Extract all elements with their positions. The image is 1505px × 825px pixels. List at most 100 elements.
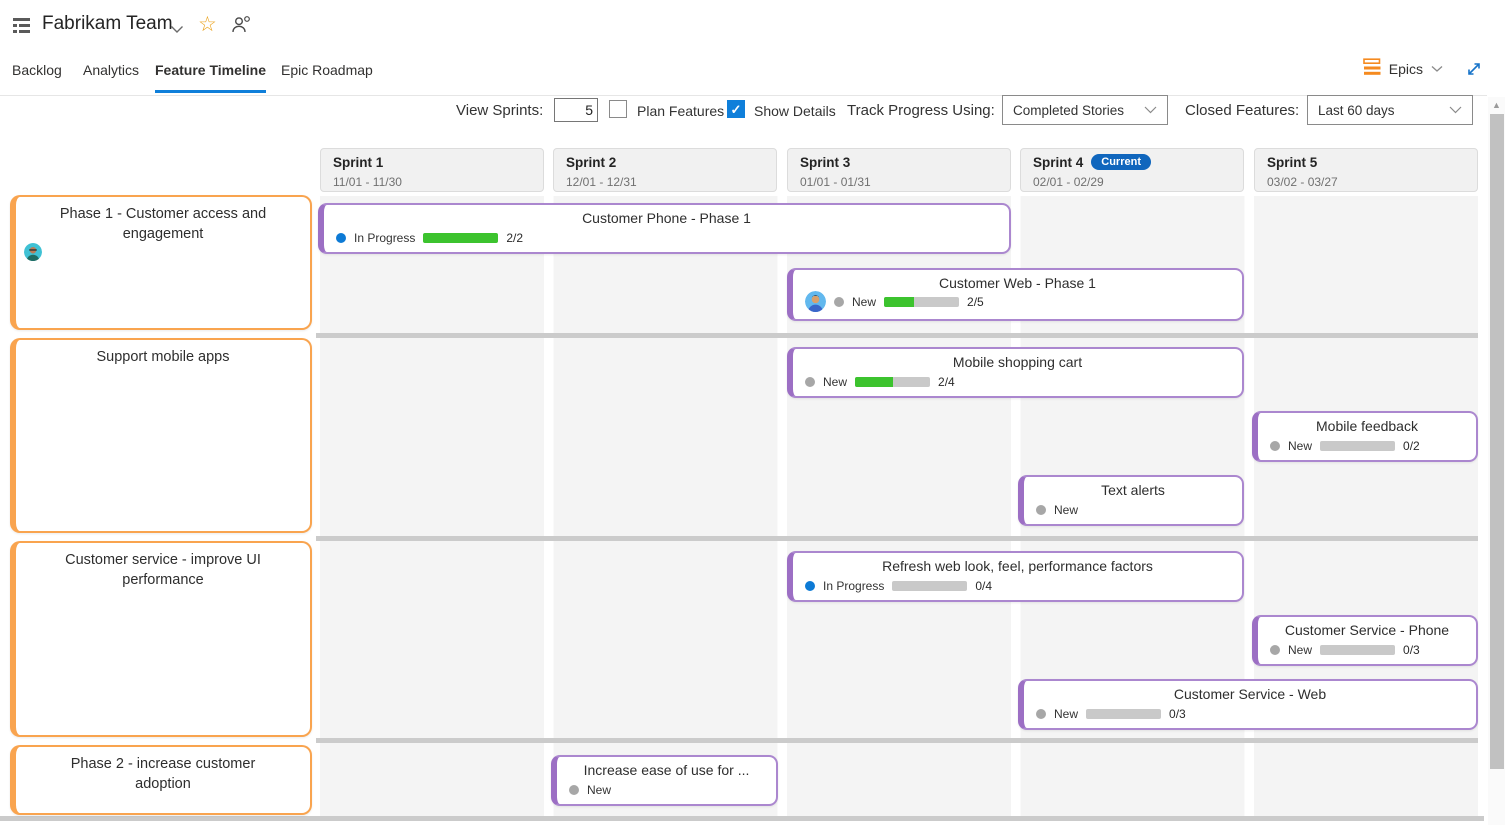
feature-card-text-alerts[interactable]: Text alerts New xyxy=(1018,475,1244,526)
progress-text: 2/4 xyxy=(938,375,955,389)
progress-bar xyxy=(892,581,968,591)
plan-features-label: Plan Features xyxy=(637,103,725,119)
status-dot xyxy=(1270,645,1280,655)
closed-features-label: Closed Features: xyxy=(1185,102,1300,119)
expand-icon[interactable] xyxy=(1465,60,1483,78)
sprint-name: Sprint 4 xyxy=(1033,155,1084,170)
team-name[interactable]: Fabrikam Team xyxy=(42,13,173,34)
progress-bar xyxy=(1320,645,1396,655)
status-label: In Progress xyxy=(354,231,416,245)
epic-title: Customer service - improve UI performanc… xyxy=(65,552,261,589)
epic-card-support-mobile-apps[interactable]: Support mobile apps xyxy=(10,338,312,533)
tab-feature-timeline[interactable]: Feature Timeline xyxy=(155,62,267,93)
progress-text: 0/3 xyxy=(1403,643,1420,657)
progress-bar xyxy=(884,296,960,307)
sprint-header-1: Sprint 1 11/01 - 11/30 xyxy=(320,148,544,192)
show-details-label: Show Details xyxy=(754,103,836,119)
backlog-level-label: Epics xyxy=(1388,61,1423,77)
epic-title: Phase 1 - Customer access and engagement xyxy=(59,206,267,243)
status-label: New xyxy=(1054,707,1079,721)
tab-analytics[interactable]: Analytics xyxy=(83,62,140,78)
status-label: New xyxy=(852,294,877,309)
favorite-star-icon[interactable]: ☆ xyxy=(198,13,217,36)
closed-features-dropdown[interactable]: Last 60 days xyxy=(1307,95,1473,125)
row-separator xyxy=(316,333,1478,338)
sprint-dates: 02/01 - 02/29 xyxy=(1033,175,1104,189)
track-progress-value: Completed Stories xyxy=(1013,102,1125,118)
feature-title: Customer Web - Phase 1 xyxy=(939,275,1096,291)
progress-text: 0/2 xyxy=(1403,439,1420,453)
sprint-header-4: Sprint 4 Current 02/01 - 02/29 xyxy=(1020,148,1244,192)
grid-row-4 xyxy=(320,743,1478,816)
backlog-icon xyxy=(12,16,34,41)
status-dot xyxy=(1270,441,1280,451)
scrollbar-up-arrow-icon[interactable] xyxy=(1488,97,1505,113)
row-separator xyxy=(316,738,1478,743)
progress-fill xyxy=(423,233,499,243)
feature-title: Customer Phone - Phase 1 xyxy=(582,210,751,226)
status-dot xyxy=(805,377,815,387)
status-label: New xyxy=(587,783,612,797)
scrollbar-thumb[interactable] xyxy=(1489,114,1504,769)
status-label: New xyxy=(823,375,848,389)
progress-bar xyxy=(855,377,931,387)
feature-card-mobile-shopping-cart[interactable]: Mobile shopping cart New 2/4 xyxy=(787,347,1244,398)
feature-title: Customer Service - Phone xyxy=(1284,622,1450,638)
sprint-name: Sprint 5 xyxy=(1267,155,1318,170)
status-label: New xyxy=(1288,439,1313,453)
progress-text: 0/4 xyxy=(975,579,993,593)
feature-title: Refresh web look, feel, performance fact… xyxy=(882,558,1153,574)
sprint-dates: 12/01 - 12/31 xyxy=(566,175,637,189)
feature-card-increase-ease-of-use[interactable]: Increase ease of use for ... New xyxy=(551,755,778,806)
progress-fill xyxy=(855,377,893,387)
vertical-scrollbar[interactable] xyxy=(1488,97,1505,825)
sprint-name: Sprint 3 xyxy=(800,155,851,170)
chevron-down-icon[interactable] xyxy=(170,21,184,39)
epic-card-customer-service[interactable]: Customer service - improve UI performanc… xyxy=(10,541,312,737)
status-dot xyxy=(569,785,579,795)
sprint-header-3: Sprint 3 01/01 - 01/31 xyxy=(787,148,1011,192)
show-details-checkbox[interactable] xyxy=(727,100,745,118)
chevron-down-icon xyxy=(1144,101,1157,119)
feature-card-refresh-web-look[interactable]: Refresh web look, feel, performance fact… xyxy=(787,551,1244,602)
epics-icon xyxy=(1362,58,1381,80)
tab-epic-roadmap[interactable]: Epic Roadmap xyxy=(281,62,373,78)
sprint-dates: 11/01 - 11/30 xyxy=(333,175,402,189)
track-progress-dropdown[interactable]: Completed Stories xyxy=(1002,95,1168,125)
track-progress-label: Track Progress Using: xyxy=(847,102,995,119)
feature-card-mobile-feedback[interactable]: Mobile feedback New 0/2 xyxy=(1252,411,1478,462)
tab-backlog[interactable]: Backlog xyxy=(12,62,62,78)
sprint-name: Sprint 1 xyxy=(333,155,384,170)
view-sprints-input[interactable] xyxy=(554,98,598,122)
team-members-icon[interactable] xyxy=(231,15,252,39)
status-label: New xyxy=(1054,503,1079,517)
status-dot xyxy=(1036,505,1046,515)
avatar xyxy=(24,243,42,261)
plan-features-checkbox[interactable] xyxy=(609,100,627,118)
feature-title: Mobile shopping cart xyxy=(952,354,1083,370)
current-sprint-badge: Current xyxy=(1091,154,1151,170)
progress-text: 0/3 xyxy=(1169,707,1186,721)
view-sprints-label: View Sprints: xyxy=(456,102,544,119)
feature-card-customer-service-web[interactable]: Customer Service - Web New 0/3 xyxy=(1018,679,1478,730)
chevron-down-icon xyxy=(1431,60,1443,78)
feature-title: Mobile feedback xyxy=(1316,418,1418,434)
epic-card-phase-1[interactable]: Phase 1 - Customer access and engagement xyxy=(10,195,312,330)
status-dot xyxy=(1036,709,1046,719)
sprint-name: Sprint 2 xyxy=(566,155,617,170)
backlog-level-picker[interactable]: Epics xyxy=(1362,58,1483,80)
divider xyxy=(0,95,1487,96)
progress-bar xyxy=(1320,441,1396,451)
status-dot xyxy=(834,296,844,307)
progress-text: 2/2 xyxy=(506,231,524,245)
epic-card-phase-2[interactable]: Phase 2 - increase customer adoption xyxy=(10,745,312,815)
feature-card-customer-phone-phase-1[interactable]: Customer Phone - Phase 1 In Progress 2/2 xyxy=(318,203,1011,254)
feature-card-customer-web-phase-1[interactable]: Customer Web - Phase 1 New 2/5 xyxy=(787,268,1244,321)
row-separator xyxy=(316,536,1478,541)
feature-card-customer-service-phone[interactable]: Customer Service - Phone New 0/3 xyxy=(1252,615,1478,666)
progress-text: 2/5 xyxy=(967,294,984,309)
row-separator xyxy=(0,816,1484,821)
progress-fill xyxy=(884,296,915,307)
feature-title: Customer Service - Web xyxy=(1173,686,1327,702)
